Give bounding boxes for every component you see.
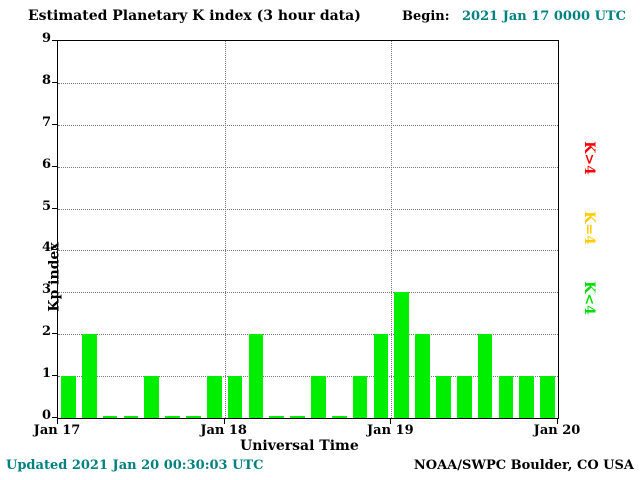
chart-title: Estimated Planetary K index (3 hour data… — [28, 8, 361, 24]
x-tick-label: Jan 19 — [367, 423, 414, 438]
y-tick-label: 2 — [41, 324, 51, 340]
kp-bar — [123, 416, 139, 418]
y-tick-label: 1 — [41, 366, 51, 382]
y-tick-mark — [52, 207, 57, 209]
y-tick-label: 5 — [41, 198, 51, 214]
y-tick-label: 9 — [41, 31, 51, 46]
h-gridline — [58, 292, 558, 294]
begin-value: 2021 Jan 17 0000 UTC — [462, 9, 626, 24]
kp-bar — [456, 376, 472, 418]
kp-bar — [311, 376, 326, 418]
kp-bar — [415, 334, 430, 418]
y-tick-mark — [52, 291, 57, 293]
y-tick-label: 7 — [41, 114, 51, 130]
kp-bar — [81, 334, 97, 418]
h-gridline — [58, 250, 558, 252]
x-tick-mark — [223, 418, 225, 424]
y-tick-label: 0 — [41, 408, 51, 423]
x-tick-label: Jan 18 — [200, 423, 247, 438]
kp-bar — [331, 416, 347, 418]
kp-bar — [519, 376, 535, 418]
begin-label: Begin: — [402, 9, 450, 24]
source-attribution: NOAA/SWPC Boulder, CO USA — [413, 458, 634, 473]
kp-bar — [248, 334, 264, 418]
kp-bar — [227, 376, 243, 418]
kp-bar — [436, 376, 451, 418]
updated-timestamp: Updated 2021 Jan 20 00:30:03 UTC — [6, 458, 264, 473]
h-gridline — [58, 208, 558, 210]
legend-k-eq-4: K=4 — [580, 211, 597, 245]
x-tick-mark — [57, 418, 58, 424]
kp-bar — [165, 416, 180, 418]
y-tick-label: 4 — [41, 240, 51, 256]
kp-bar — [102, 416, 118, 418]
y-tick-mark — [52, 417, 57, 418]
kp-bar — [186, 416, 201, 418]
y-tick-label: 8 — [41, 72, 51, 88]
kp-bar — [394, 292, 410, 418]
kp-bar — [206, 376, 222, 418]
v-gridline — [224, 41, 226, 418]
y-tick-mark — [52, 249, 57, 251]
legend-k-lt-4: K<4 — [580, 281, 597, 315]
kp-bar — [269, 416, 285, 418]
y-tick-mark — [52, 165, 57, 167]
v-gridline — [391, 41, 393, 418]
x-tick-label: Jan 20 — [533, 423, 581, 438]
kp-bar — [477, 334, 493, 418]
kp-bar — [498, 376, 514, 418]
y-tick-mark — [52, 375, 57, 377]
kp-bar — [352, 376, 368, 418]
h-gridline — [58, 334, 558, 336]
y-tick-label: 3 — [41, 282, 51, 298]
legend-k-gt-4: K>4 — [580, 141, 597, 175]
x-tick-mark — [390, 418, 392, 424]
y-tick-mark — [52, 81, 57, 83]
x-tick-label: Jan 17 — [33, 423, 81, 438]
kp-bar — [61, 376, 76, 418]
h-gridline — [58, 166, 558, 168]
h-gridline — [58, 124, 558, 126]
x-axis-title: Universal Time — [240, 438, 359, 454]
y-tick-label: 6 — [41, 156, 51, 172]
y-tick-mark — [52, 333, 57, 335]
h-gridline — [58, 376, 558, 378]
h-gridline — [58, 82, 558, 84]
kp-bar — [373, 334, 389, 418]
y-tick-mark — [52, 123, 57, 125]
y-tick-mark — [52, 40, 57, 41]
kp-bar — [540, 376, 555, 418]
plot-area: Kp index — [47, 40, 559, 419]
x-tick-mark — [557, 418, 558, 424]
kp-bar — [290, 416, 305, 418]
kp-bar — [144, 376, 160, 418]
